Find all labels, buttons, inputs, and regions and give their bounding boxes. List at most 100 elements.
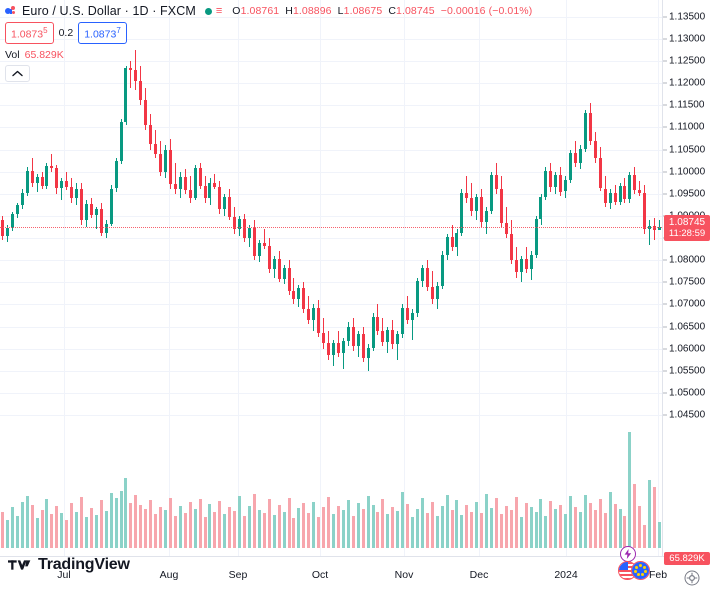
time-tick-label: 2024 xyxy=(554,569,578,581)
volume-bar xyxy=(65,519,69,548)
low-label: L xyxy=(337,5,344,17)
volume-bar xyxy=(613,503,617,548)
eu-flag-icon xyxy=(631,561,650,580)
candle-body xyxy=(336,343,340,353)
candle-body xyxy=(475,197,479,211)
volume-bar xyxy=(80,497,84,548)
volume-bar xyxy=(361,509,365,548)
volume-bar xyxy=(198,498,202,548)
volume-bar xyxy=(248,506,252,548)
volume-bar xyxy=(415,508,419,548)
volume-bar xyxy=(633,484,637,548)
symbol-title[interactable]: Euro / U.S. Dollar · 1D · FXCM xyxy=(22,4,196,18)
lightning-bolt-button[interactable] xyxy=(620,546,636,562)
chart-settings-button[interactable] xyxy=(684,570,700,586)
price-tick-label: 1.05500 xyxy=(669,365,706,377)
ask-price-pill[interactable]: 1.08737 xyxy=(78,22,127,44)
collapse-pane-button[interactable] xyxy=(5,64,30,82)
volume-bar xyxy=(287,498,291,548)
candle-body xyxy=(529,254,533,269)
current-price-badge[interactable]: 1.08745 11:28:59 xyxy=(664,215,710,242)
bid-ask-row: 1.08735 0.2 1.08737 xyxy=(5,22,532,44)
current-price-line xyxy=(0,227,662,229)
volume-bar xyxy=(282,511,286,548)
candle-body xyxy=(569,153,573,180)
candle-body xyxy=(406,307,410,320)
volume-bar xyxy=(99,500,103,548)
legend-status-icons: ≡ xyxy=(204,5,222,16)
volume-bar xyxy=(618,508,622,548)
time-tick-label: Jul xyxy=(57,569,71,581)
candle-wick xyxy=(95,207,97,230)
volume-bar xyxy=(480,512,484,548)
volume-bar xyxy=(490,508,494,548)
volume-bar xyxy=(401,492,405,548)
volume-bar xyxy=(579,511,583,548)
candle-body xyxy=(346,326,350,341)
candle-body xyxy=(193,168,197,199)
volume-bar xyxy=(514,497,518,548)
price-axis[interactable]: 1.13500 1.13000 1.12500 1.12000 1.11500 1.110… xyxy=(662,0,710,556)
grid-line xyxy=(0,238,662,239)
candle-wick xyxy=(659,220,660,230)
volume-bar xyxy=(653,487,657,548)
candle-body xyxy=(144,100,148,126)
candle-body xyxy=(327,343,331,356)
volume-bar xyxy=(60,512,64,548)
candle-body xyxy=(248,228,252,238)
candle-body xyxy=(55,168,59,189)
candle-body xyxy=(628,175,632,200)
candle-body xyxy=(411,313,415,320)
candle-body xyxy=(401,307,405,335)
candle-body xyxy=(114,160,118,189)
bid-price-pill[interactable]: 1.08735 xyxy=(5,22,54,44)
volume-bar xyxy=(351,515,355,548)
volume-bar xyxy=(544,515,548,548)
volume-bar xyxy=(168,497,172,548)
volume-badge[interactable]: 65.829K xyxy=(664,552,710,565)
candle-body xyxy=(50,166,54,169)
grid-line-vertical xyxy=(320,0,321,556)
time-tick-label: Dec xyxy=(469,569,489,581)
candle-body xyxy=(173,184,177,190)
grid-line xyxy=(0,61,662,63)
time-tick-label: Feb xyxy=(648,569,668,581)
candle-body xyxy=(490,175,494,211)
candle-body xyxy=(20,192,24,205)
candle-body xyxy=(440,254,444,286)
currency-flags[interactable] xyxy=(618,561,658,583)
candle-body xyxy=(415,281,419,314)
volume-bar xyxy=(569,496,573,548)
price-tick-label: 1.07000 xyxy=(669,298,706,310)
volume-bar xyxy=(658,521,662,548)
volume-bar xyxy=(425,513,429,548)
candle-wick xyxy=(130,61,132,88)
volume-bar xyxy=(485,493,489,548)
low-value: 1.08675 xyxy=(343,5,383,17)
volume-bar xyxy=(55,506,59,548)
candle-body xyxy=(361,334,365,359)
price-tick-label: 1.12000 xyxy=(669,77,706,89)
candle-body xyxy=(282,268,286,279)
grid-line-vertical xyxy=(658,0,659,556)
lightning-bolt-icon xyxy=(624,549,632,559)
price-tick-label: 1.05000 xyxy=(669,387,706,399)
volume-bar xyxy=(302,503,306,548)
time-tick-label: Nov xyxy=(394,569,414,581)
volume-bar xyxy=(15,516,19,548)
time-axis[interactable]: Jul Aug Sep Oct Nov Dec 2024 Feb xyxy=(0,556,710,600)
tradingview-logo-icon xyxy=(8,560,31,570)
volume-bar xyxy=(574,506,578,548)
change-percent: (−0.01%) xyxy=(488,5,533,17)
candle-body xyxy=(499,189,503,223)
volume-bar xyxy=(638,506,642,548)
chart-plot-area[interactable] xyxy=(0,0,671,557)
candle-wick xyxy=(639,180,641,196)
candle-body xyxy=(312,307,316,320)
volume-bar xyxy=(183,513,187,548)
candle-body xyxy=(435,285,439,300)
candle-body xyxy=(524,259,528,269)
time-tick-label: Aug xyxy=(159,569,179,581)
candle-body xyxy=(386,330,390,342)
